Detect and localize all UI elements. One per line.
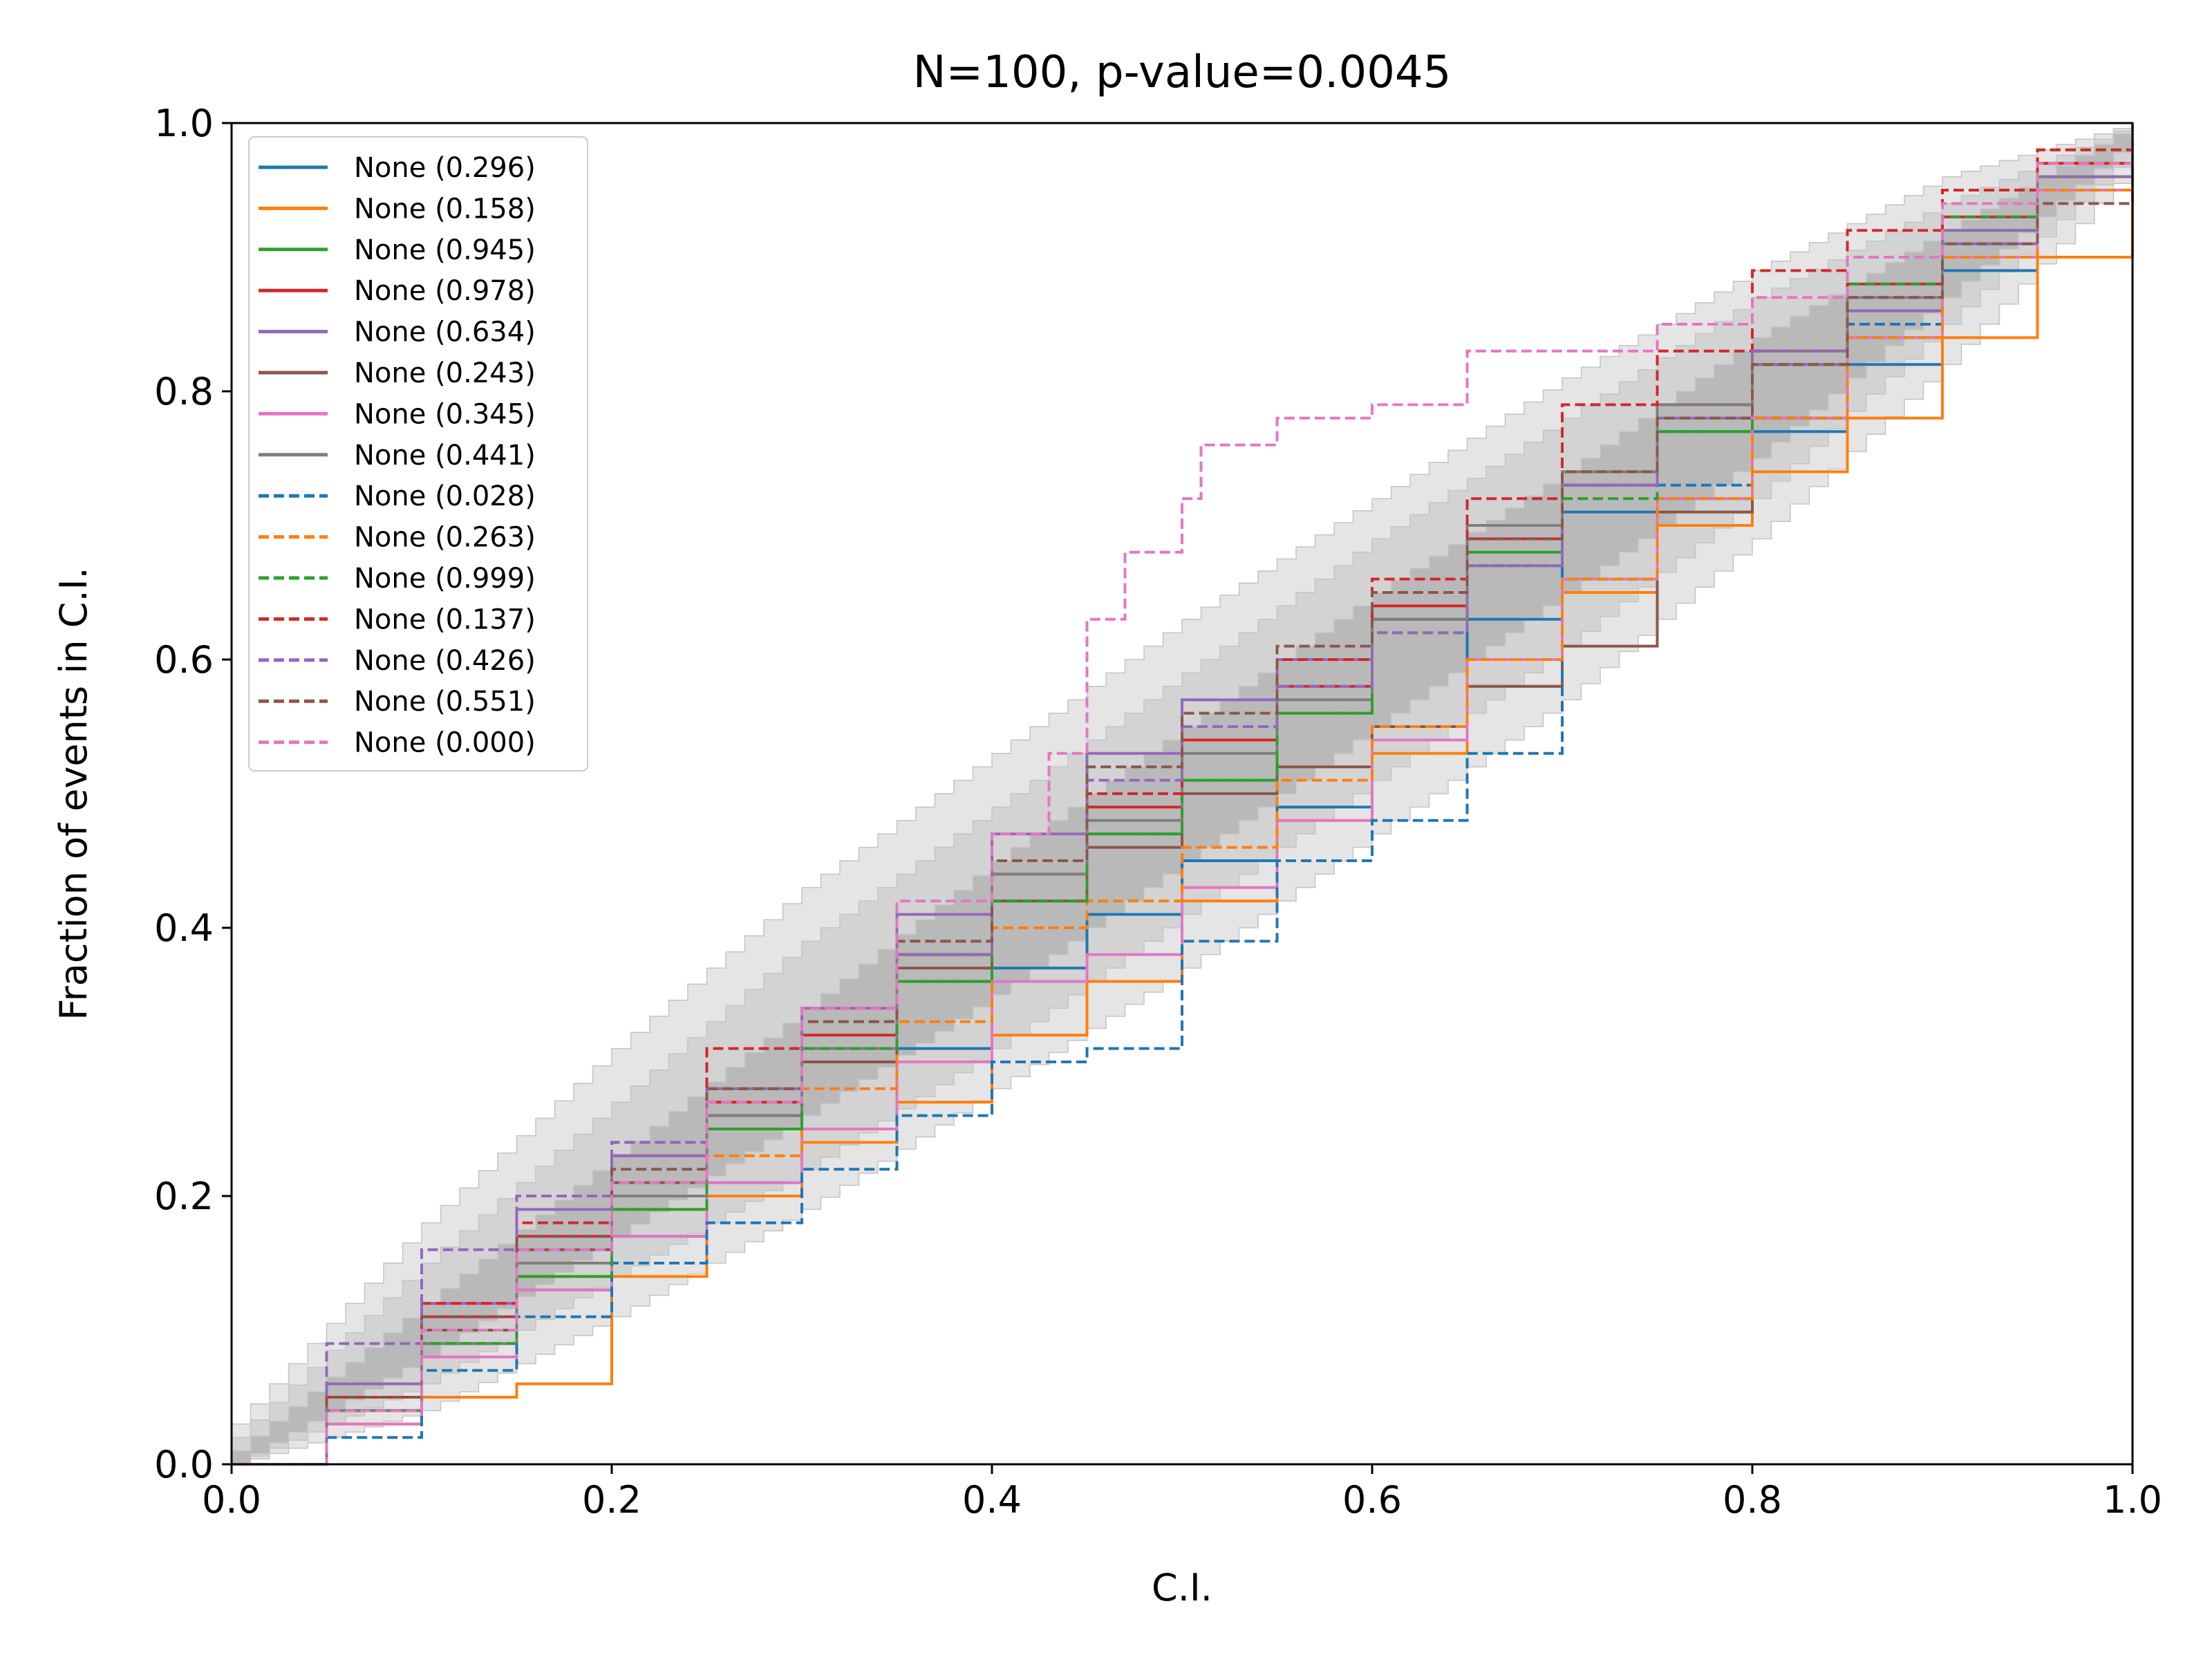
legend-box [248,136,588,772]
x-tick-label: 0.8 [1723,1478,1782,1522]
legend-label: None (0.551) [354,686,536,718]
x-tick-label: 0.4 [962,1478,1022,1522]
y-tick-label: 0.0 [154,1443,214,1486]
legend-label: None (0.158) [354,193,536,225]
legend-label: None (0.978) [354,275,536,307]
legend-label: None (0.243) [354,357,536,389]
legend-label: None (0.634) [354,317,536,348]
y-tick-label: 0.2 [154,1175,214,1218]
legend-label: None (0.263) [354,522,536,554]
series-lines [232,123,2134,1466]
series-line-14 [232,123,2134,1466]
y-tick-label: 0.4 [154,906,214,950]
legend: None (0.296) None (0.158) None (0.945) None… [248,136,588,772]
legend-label: None (0.000) [354,727,536,759]
x-tick-label: 1.0 [2103,1478,2162,1522]
legend-label: None (0.441) [354,440,536,471]
x-axis-label: C.I. [1152,1566,1212,1609]
y-tick-label: 0.8 [154,370,214,413]
y-axis-label: Fraction of events in C.I. [52,567,95,1020]
x-tick-label: 0.6 [1342,1478,1402,1522]
x-tick-label: 0.2 [582,1478,641,1522]
y-tick-label: 0.6 [154,638,214,682]
series-line-15 [232,123,2134,1466]
y-tick-label: 1.0 [154,102,214,145]
legend-label: None (0.296) [354,152,536,184]
chart-title: N=100, p-value=0.0045 [913,47,1452,98]
legend-label: None (0.945) [354,234,536,266]
x-tick-label: 0.0 [202,1478,261,1522]
legend-label: None (0.345) [354,398,536,430]
legend-label: None (0.028) [354,480,536,512]
legend-label: None (0.137) [354,604,536,635]
legend-label: None (0.426) [354,645,536,677]
axis-ticks: 0.0 0.2 0.4 0.6 0.8 1.0 0.0 0.2 0.4 0.6 0.8 1.0 [154,102,2162,1522]
plot-frame [230,122,2134,1466]
legend-label: None (0.999) [354,563,536,595]
